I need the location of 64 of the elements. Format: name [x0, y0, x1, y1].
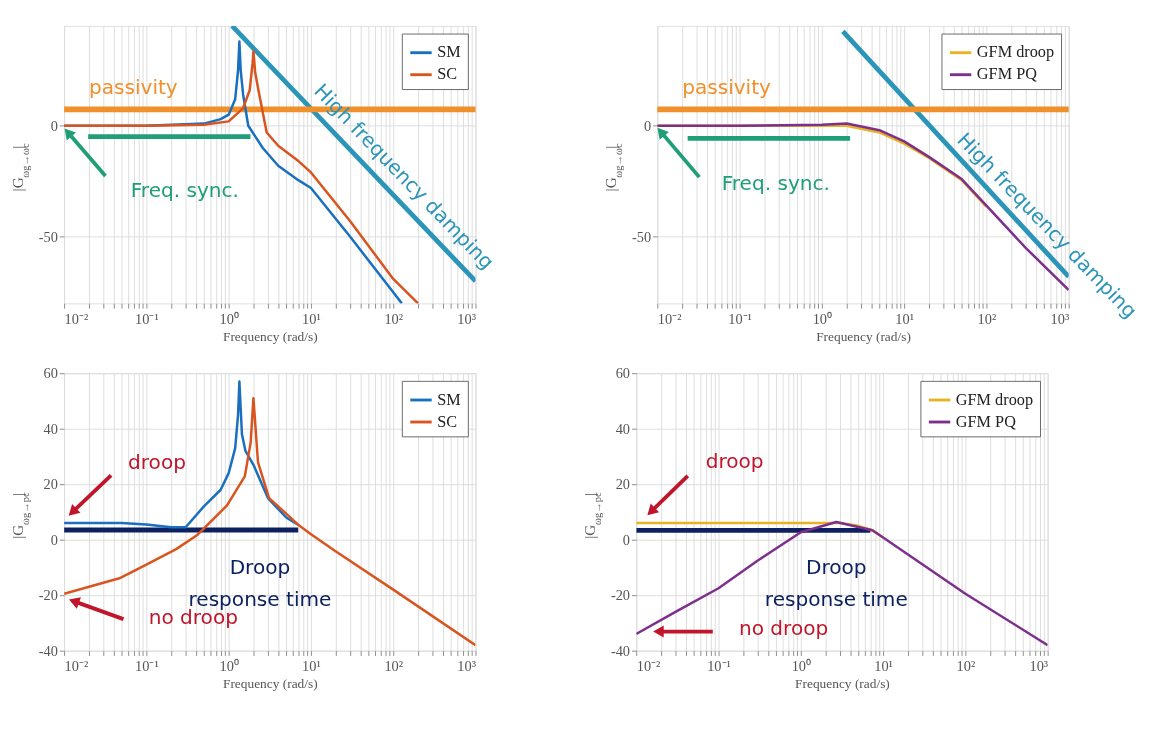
- legend-label: GFM PQ: [955, 412, 1017, 431]
- x-tick-label: 10¹: [895, 310, 914, 327]
- y-tick-label: 60: [615, 365, 631, 382]
- y-axis-title: |Gωg→pc|: [581, 492, 603, 539]
- x-tick-label: 10²: [384, 658, 404, 675]
- y-tick-label: 0: [50, 531, 58, 548]
- legend-label: GFM PQ: [976, 65, 1038, 84]
- legend-label: SM: [437, 43, 461, 62]
- y-axis-title: |Gωg→ωc|: [602, 143, 624, 192]
- x-tick-label: 10³: [1029, 658, 1049, 675]
- x-tick-label: 10⁰: [219, 310, 239, 327]
- x-tick-label: 10⁰: [812, 310, 833, 327]
- annotation: Freq. sync.: [130, 177, 239, 202]
- x-tick-label: 10⁻¹: [135, 310, 159, 327]
- legend-label: SM: [437, 390, 461, 409]
- annotation: droop: [128, 449, 186, 474]
- y-tick-label: -50: [631, 229, 652, 246]
- legend-label: GFM droop: [955, 390, 1034, 409]
- x-tick-label: 10¹: [874, 658, 893, 675]
- y-tick-label: 20: [615, 476, 631, 493]
- x-axis-title: Frequency (rad/s): [816, 329, 911, 345]
- legend-label: SC: [437, 65, 458, 84]
- x-tick-label: 10⁻¹: [707, 658, 731, 675]
- x-axis-title: Frequency (rad/s): [222, 676, 318, 692]
- x-tick-label: 10³: [457, 658, 477, 675]
- x-tick-label: 10³: [1050, 310, 1070, 327]
- x-tick-label: 10²: [384, 310, 404, 327]
- y-axis-title: |Gωg→pc|: [8, 492, 31, 539]
- x-tick-label: 10⁻¹: [135, 658, 159, 675]
- x-tick-label: 10²: [956, 658, 976, 675]
- legend-label: GFM droop: [976, 43, 1055, 62]
- x-tick-label: 10⁻²: [64, 310, 89, 327]
- y-tick-label: -50: [38, 229, 58, 246]
- y-tick-label: -40: [38, 642, 58, 659]
- x-tick-label: 10⁰: [219, 658, 239, 675]
- y-tick-label: 0: [643, 118, 652, 135]
- annotation: no droop: [738, 616, 829, 641]
- y-tick-label: -20: [38, 587, 58, 604]
- y-tick-label: 0: [50, 118, 58, 135]
- x-axis-title: Frequency (rad/s): [222, 329, 318, 345]
- annotation: Freq. sync.: [721, 170, 830, 195]
- y-tick-label: 0: [622, 531, 631, 548]
- y-tick-label: 40: [43, 420, 58, 437]
- annotation: droop: [705, 449, 764, 474]
- x-tick-label: 10⁻²: [657, 310, 682, 327]
- y-axis-title: |Gωg→ωc|: [8, 143, 31, 192]
- x-tick-label: 10²: [977, 310, 997, 327]
- x-tick-label: 10⁻²: [636, 658, 661, 675]
- y-tick-label: -40: [610, 642, 631, 659]
- y-tick-label: 40: [615, 420, 631, 437]
- x-axis-title: Frequency (rad/s): [795, 676, 890, 692]
- ref-line-label: passivity: [88, 75, 178, 100]
- x-tick-label: 10⁰: [791, 658, 811, 675]
- x-tick-label: 10¹: [302, 310, 321, 327]
- x-tick-label: 10⁻²: [64, 658, 89, 675]
- annotation: Droop response time: [764, 555, 908, 611]
- y-tick-label: -20: [610, 587, 631, 604]
- y-tick-label: 20: [43, 476, 58, 493]
- x-tick-label: 10³: [457, 310, 477, 327]
- x-tick-label: 10⁻¹: [728, 310, 752, 327]
- legend-label: SC: [437, 412, 458, 431]
- x-tick-label: 10¹: [302, 658, 321, 675]
- y-tick-label: 60: [43, 365, 58, 382]
- ref-line-label: passivity: [682, 75, 772, 100]
